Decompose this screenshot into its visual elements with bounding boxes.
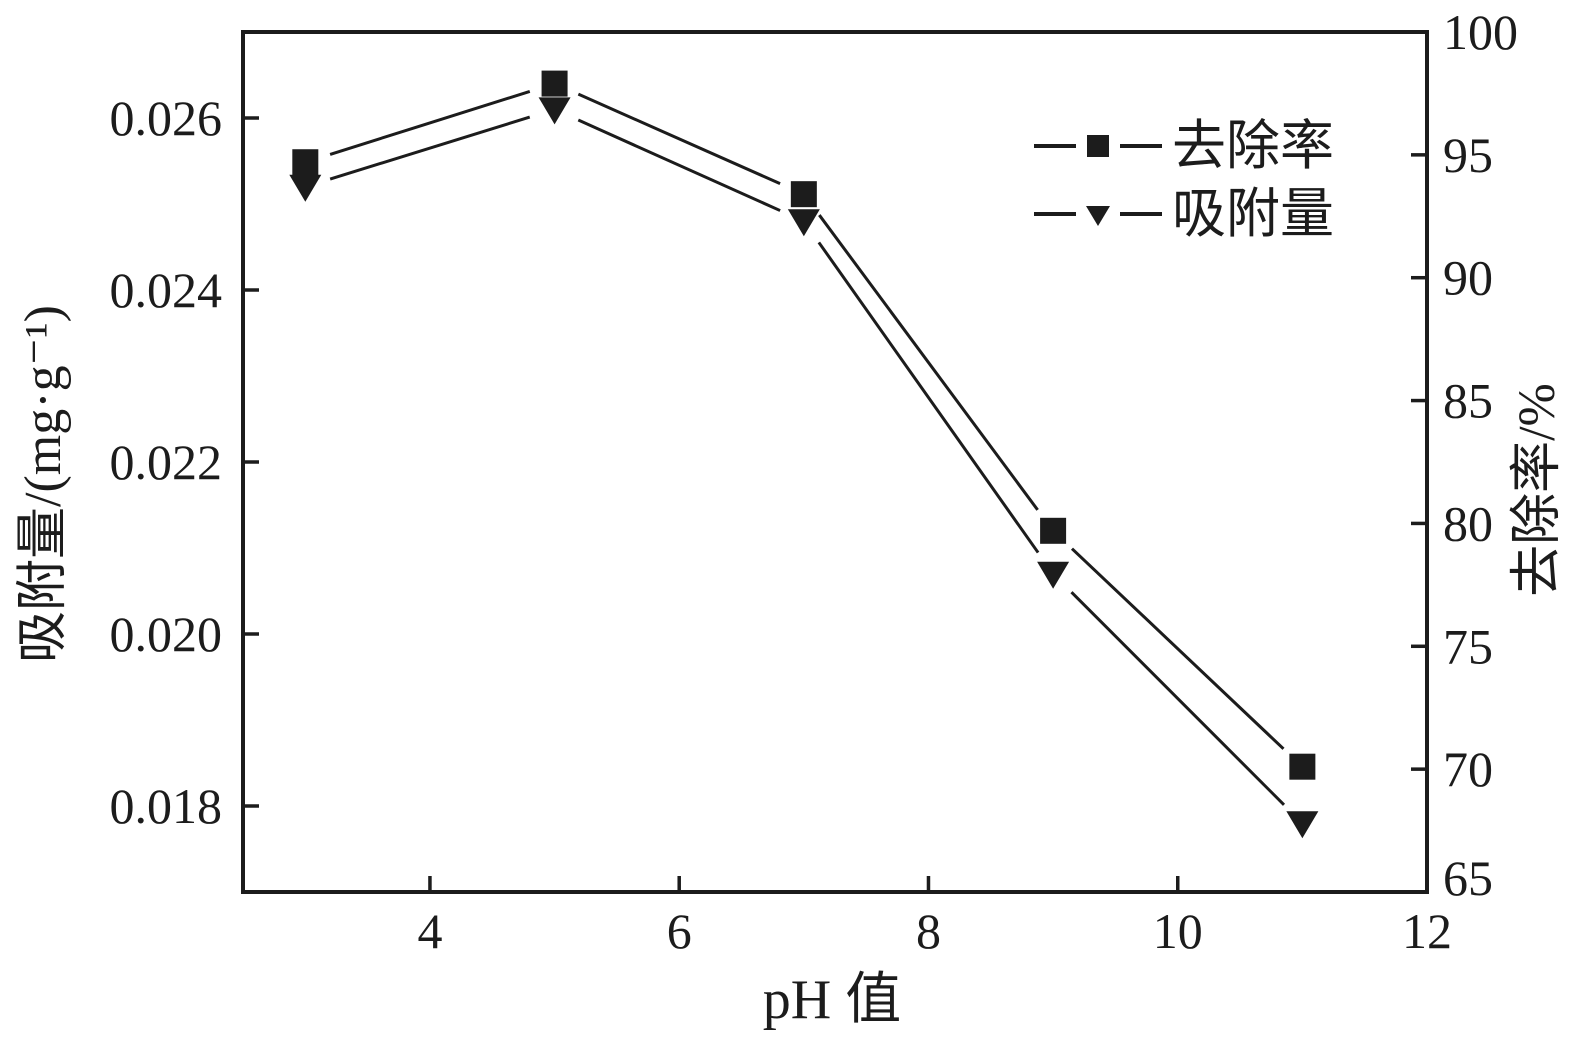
data-point-square	[541, 70, 568, 97]
series-line-吸附量	[577, 118, 781, 212]
series-line-去除率	[818, 214, 1039, 511]
y-right-tick-label: 70	[1443, 741, 1493, 797]
legend-item-removal-rate: 去除率	[1032, 112, 1334, 180]
y-right-tick-label: 90	[1443, 250, 1493, 306]
y-right-tick-label: 85	[1443, 373, 1493, 429]
legend: 去除率 吸附量	[1032, 112, 1334, 248]
y-left-tick-label: 0.022	[110, 434, 223, 490]
y-left-tick-label: 0.026	[110, 90, 223, 146]
data-point-triangle	[1286, 811, 1319, 839]
left-axis-title: 吸附量/(mg·g⁻¹)	[15, 305, 72, 663]
square-marker-icon	[1034, 135, 1162, 157]
legend-item-adsorption: 吸附量	[1032, 180, 1334, 248]
data-point-triangle	[787, 209, 820, 237]
data-point-triangle	[289, 174, 322, 202]
data-point-triangle	[538, 97, 571, 125]
data-point-square	[790, 181, 817, 208]
x-tick-label: 10	[1153, 903, 1203, 959]
right-axis-title: 去除率/%	[1509, 383, 1566, 597]
data-point-square	[292, 149, 319, 176]
y-left-tick-label: 0.018	[110, 778, 223, 834]
y-left-tick-label: 0.024	[110, 262, 223, 318]
legend-label-removal-rate: 去除率	[1172, 116, 1334, 176]
y-right-tick-label: 75	[1443, 618, 1493, 674]
y-right-tick-label: 65	[1443, 850, 1493, 906]
series-line-吸附量	[817, 241, 1040, 554]
x-tick-label: 8	[916, 903, 941, 959]
series-line-去除率	[577, 92, 781, 185]
y-right-tick-label: 100	[1443, 4, 1518, 60]
x-axis-title: pH 值	[762, 969, 902, 1031]
x-tick-label: 4	[417, 903, 442, 959]
x-tick-label: 6	[667, 903, 692, 959]
y-right-tick-label: 80	[1443, 495, 1493, 551]
triangle-marker-icon	[1034, 206, 1162, 226]
data-point-square	[1289, 753, 1316, 780]
series-line-去除率	[1070, 547, 1285, 750]
data-point-square	[1040, 517, 1067, 544]
data-point-triangle	[1037, 561, 1070, 589]
x-tick-label: 12	[1402, 903, 1452, 959]
legend-label-adsorption: 吸附量	[1172, 184, 1334, 244]
series-line-去除率	[329, 89, 531, 156]
series-line-吸附量	[329, 115, 531, 181]
series-line-吸附量	[1070, 591, 1286, 806]
y-left-tick-label: 0.020	[110, 606, 223, 662]
y-right-tick-label: 95	[1443, 127, 1493, 183]
